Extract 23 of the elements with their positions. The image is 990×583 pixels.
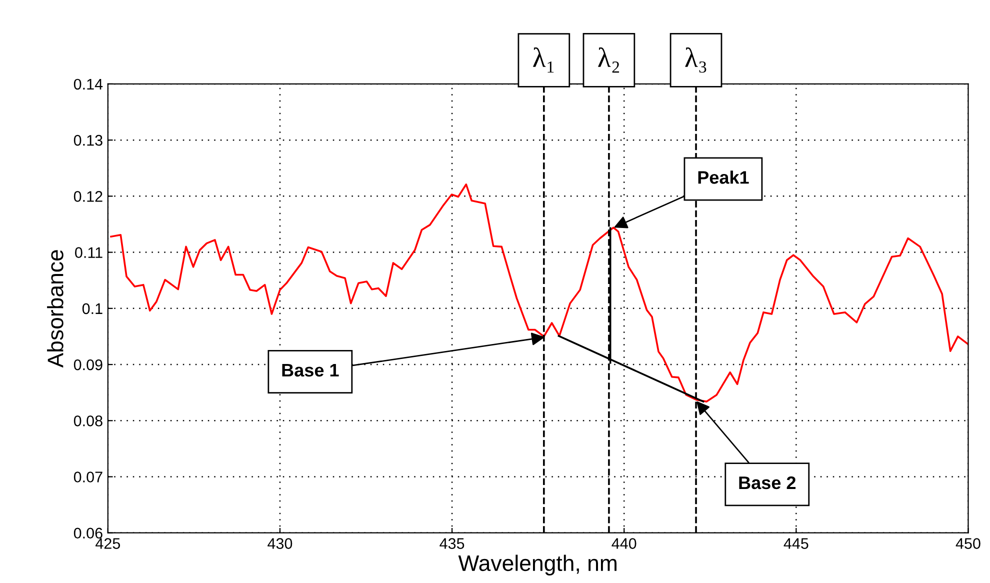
annotation: Base 1 <box>282 364 339 377</box>
x-tick-label: 425 <box>96 538 120 549</box>
ref-line-label: λ₁ <box>533 47 554 72</box>
y-tick-label: 0.11 <box>75 247 102 258</box>
y-tick-label: 0.14 <box>74 78 103 90</box>
x-tick-label: 435 <box>440 538 464 549</box>
y-tick-label: 0.12 <box>74 191 102 202</box>
x-tick-label: 445 <box>784 538 808 549</box>
y-tick-label: 0.06 <box>74 528 102 539</box>
y-tick-label: 0.09 <box>74 359 102 370</box>
x-tick-label: 450 <box>956 538 980 549</box>
y-axis-title: Absorbance <box>47 250 64 368</box>
y-tick-label: 0.07 <box>74 472 102 482</box>
y-tick-label: 0.1 <box>82 303 102 314</box>
y-tick-label: 0.08 <box>74 416 102 426</box>
y-tick-label: 0.13 <box>74 134 102 146</box>
annotation: Base 2 <box>739 476 796 490</box>
x-tick-label: 440 <box>612 538 636 549</box>
ref-line-label: λ₃ <box>685 47 706 73</box>
x-tick-label: 430 <box>268 538 292 549</box>
x-axis-title: Wavelength, nm <box>458 554 616 576</box>
annotation: Peak1 <box>698 170 749 184</box>
ref-line-label: λ₂ <box>598 47 620 73</box>
